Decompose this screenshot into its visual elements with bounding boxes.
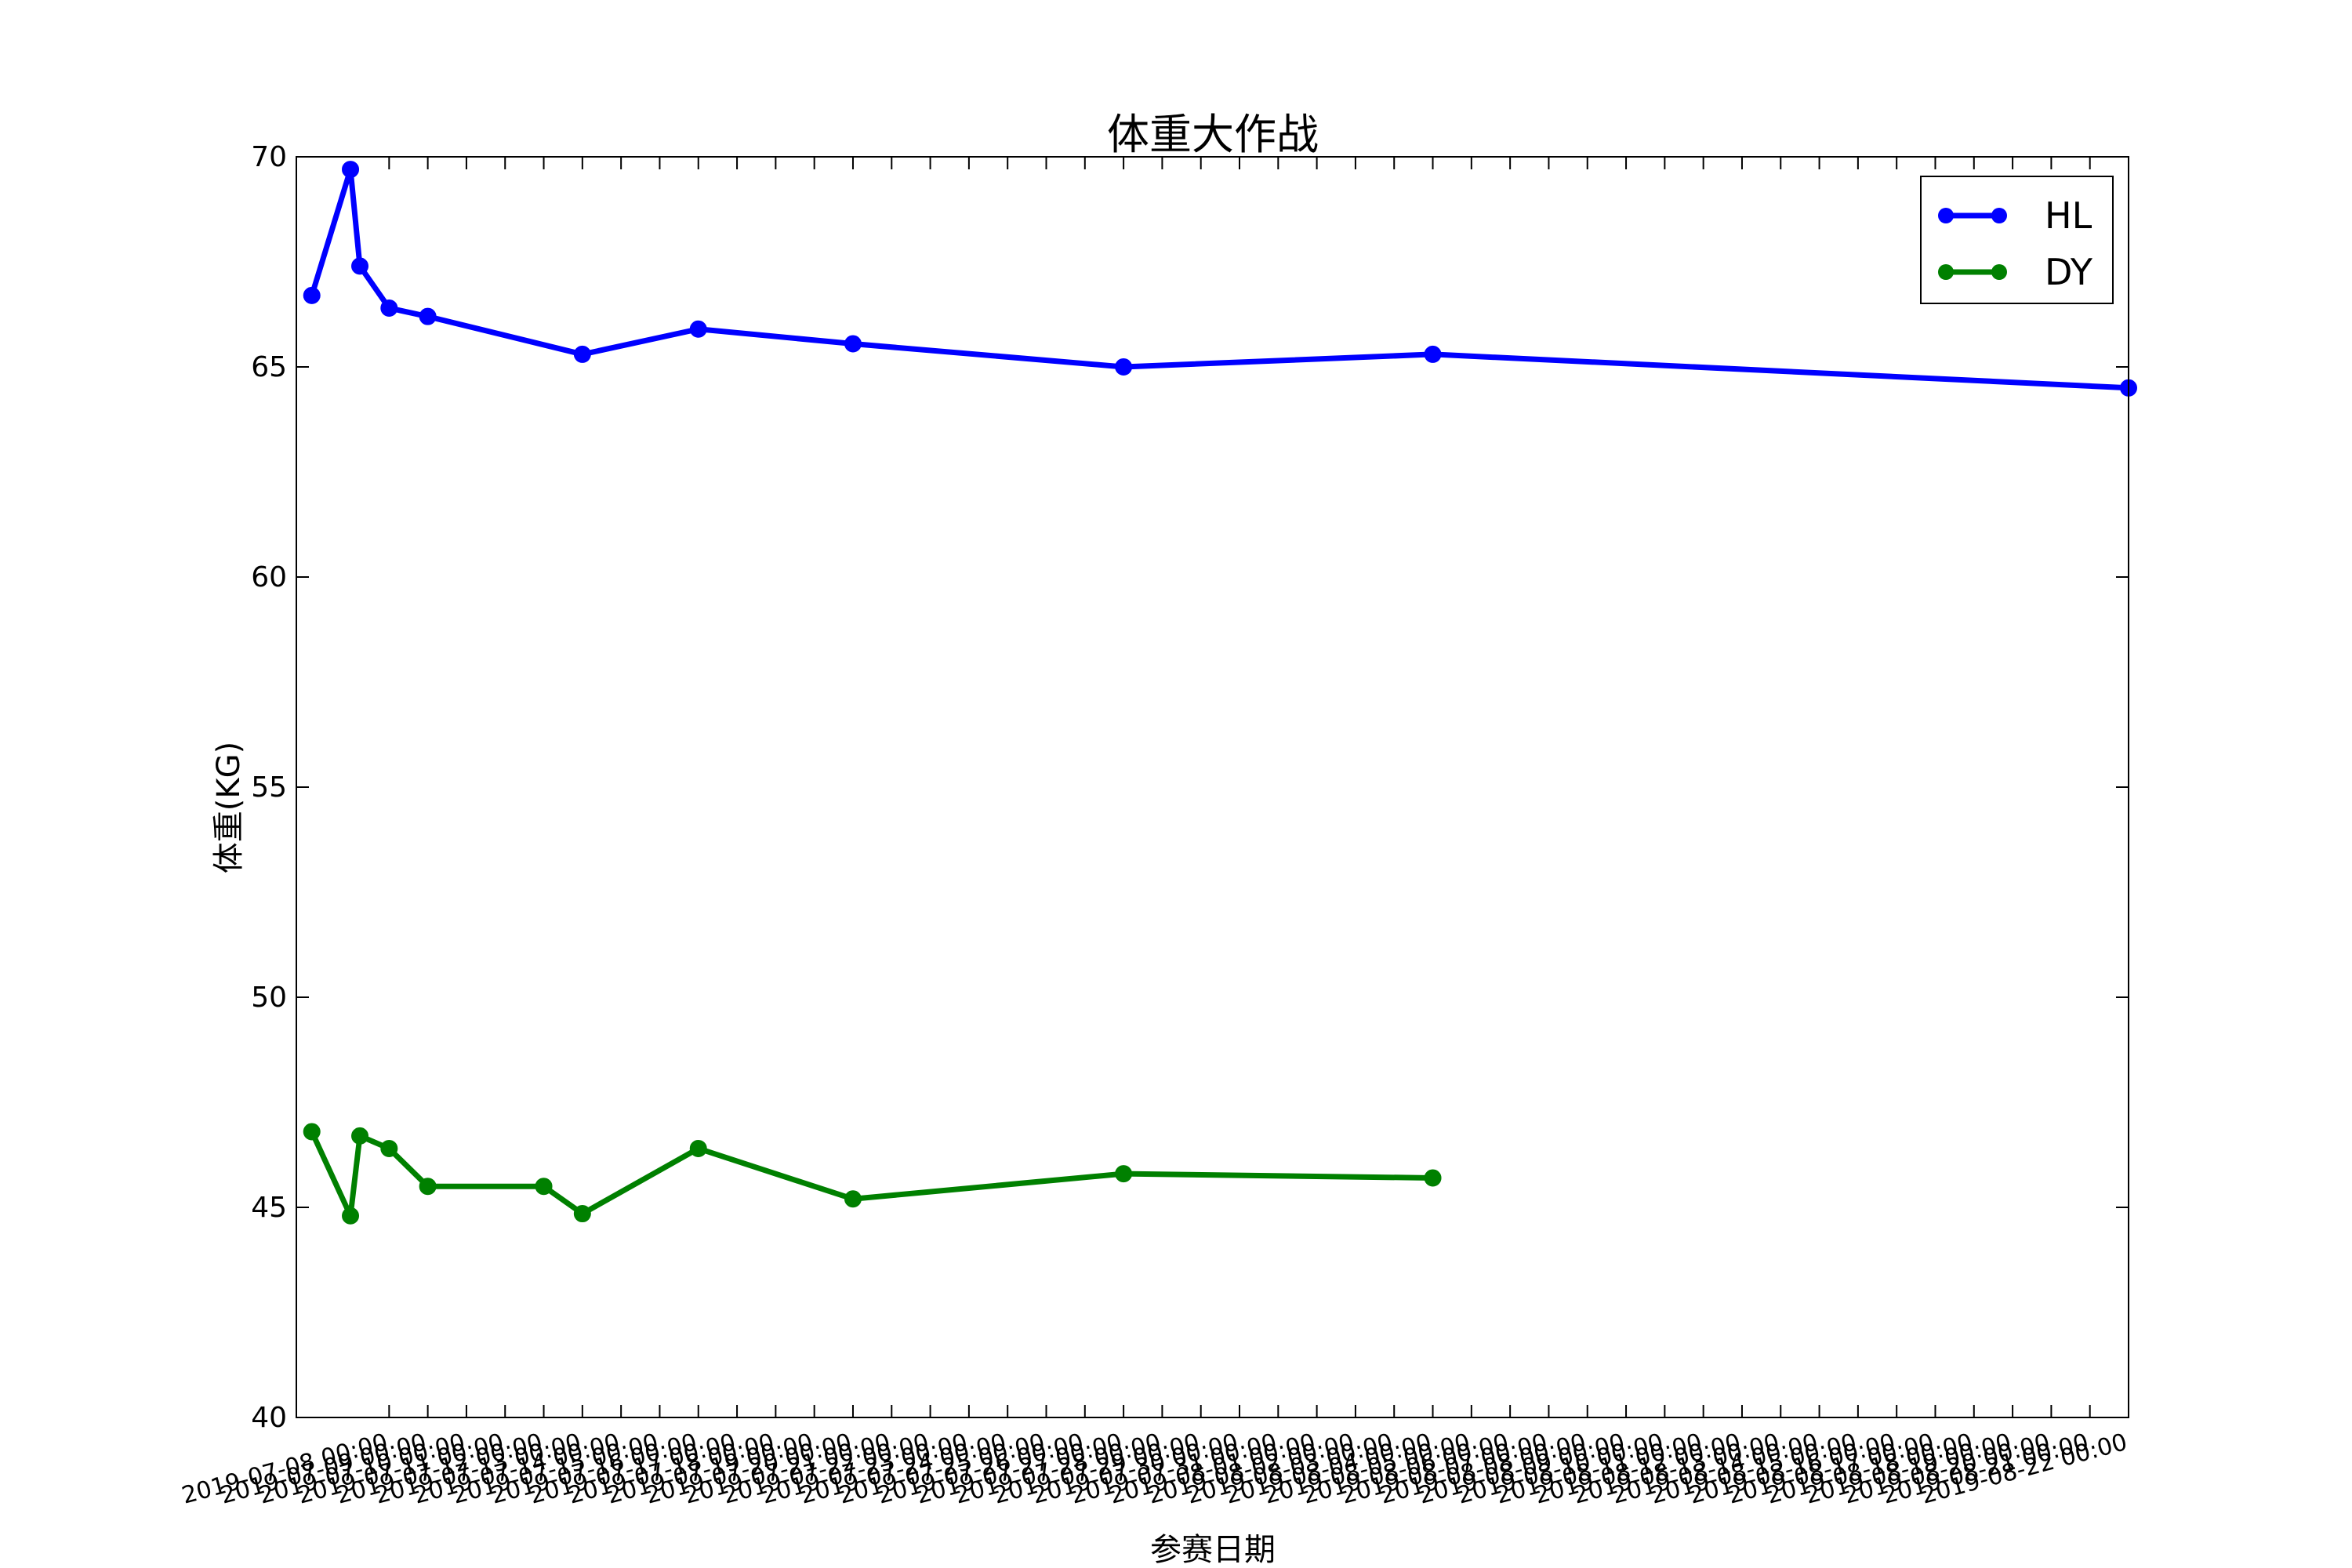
legend-item-hl: HL bbox=[1938, 194, 2092, 237]
y-tick-label: 50 bbox=[251, 982, 287, 1014]
data-point-dy bbox=[1115, 1165, 1133, 1183]
data-point-dy bbox=[351, 1127, 369, 1145]
data-point-hl bbox=[351, 257, 369, 275]
data-point-dy bbox=[342, 1207, 360, 1225]
data-point-hl bbox=[689, 320, 707, 338]
data-point-hl bbox=[380, 299, 398, 317]
y-tick-label: 40 bbox=[251, 1402, 287, 1434]
series-layer bbox=[303, 161, 2137, 1225]
x-axis-label: 参赛日期 bbox=[1150, 1532, 1276, 1568]
y-axis-label: 体重(KG) bbox=[211, 742, 247, 873]
data-point-dy bbox=[303, 1123, 321, 1141]
data-point-hl bbox=[303, 286, 321, 304]
data-point-dy bbox=[1424, 1169, 1442, 1187]
legend-label: DY bbox=[2045, 251, 2093, 293]
legend-box bbox=[1920, 176, 2114, 304]
series-dy bbox=[303, 1123, 1442, 1225]
data-point-dy bbox=[419, 1178, 437, 1196]
data-point-dy bbox=[573, 1205, 591, 1223]
legend-marker bbox=[1991, 208, 2007, 223]
chart-title: 体重大作战 bbox=[1107, 110, 1319, 159]
y-tick-label: 55 bbox=[251, 771, 287, 804]
legend-marker bbox=[1938, 264, 1954, 280]
y-tick-label: 45 bbox=[251, 1192, 287, 1224]
legend-item-dy: DY bbox=[1938, 251, 2093, 293]
y-tick-label: 65 bbox=[251, 351, 287, 383]
data-point-dy bbox=[844, 1190, 862, 1208]
legend: HL DY bbox=[1920, 176, 2114, 304]
data-point-dy bbox=[380, 1139, 398, 1157]
plot-frame bbox=[296, 156, 2129, 1418]
legend-label: HL bbox=[2045, 194, 2092, 237]
legend-marker bbox=[1938, 208, 1954, 223]
data-point-hl bbox=[342, 161, 360, 179]
y-tick-label: 70 bbox=[251, 141, 287, 173]
data-point-hl bbox=[1424, 345, 1442, 363]
series-line-dy bbox=[309, 1131, 1433, 1219]
data-point-hl bbox=[1115, 358, 1133, 376]
y-tick-label: 60 bbox=[251, 561, 287, 593]
data-point-hl bbox=[844, 335, 862, 353]
data-point-hl bbox=[573, 345, 591, 363]
data-point-dy bbox=[689, 1139, 707, 1157]
series-hl bbox=[303, 161, 2137, 397]
legend-marker bbox=[1991, 264, 2007, 280]
data-point-hl bbox=[419, 307, 437, 325]
data-point-dy bbox=[535, 1178, 553, 1196]
